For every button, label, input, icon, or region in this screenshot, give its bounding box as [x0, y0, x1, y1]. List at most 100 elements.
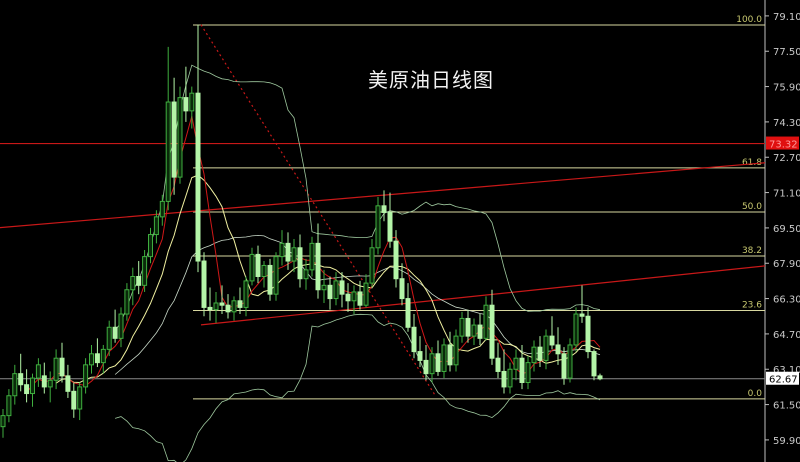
- candle-body: [321, 284, 327, 291]
- candle: [369, 238, 375, 288]
- candle-body: [165, 101, 171, 202]
- candle: [537, 336, 543, 368]
- bollinger-lower-band: [114, 313, 601, 462]
- resistance-price-box: [766, 136, 799, 150]
- y-tick-label: 61.50: [773, 401, 800, 412]
- ma10-line: [55, 174, 601, 384]
- candle: [327, 276, 333, 310]
- candle: [585, 307, 591, 359]
- candle: [237, 287, 243, 315]
- candle: [303, 258, 309, 290]
- candle-body: [513, 357, 519, 370]
- y-tick-label: 79.10: [773, 12, 800, 23]
- candle-body: [142, 256, 148, 286]
- candle: [411, 314, 417, 359]
- y-tick-label: 69.50: [773, 224, 800, 235]
- candle-body: [148, 234, 153, 258]
- candle-body: [0, 415, 6, 428]
- candle-body: [207, 306, 213, 311]
- candle-body: [136, 275, 142, 286]
- candle-body: [30, 377, 35, 395]
- candle-body: [519, 357, 525, 383]
- candle-body: [351, 291, 357, 302]
- candle-body: [267, 264, 273, 295]
- candle: [59, 342, 65, 383]
- candle-body: [83, 364, 89, 388]
- candle: [591, 349, 597, 381]
- candle: [106, 320, 112, 356]
- candle: [477, 314, 483, 345]
- candle: [89, 344, 94, 374]
- candle: [47, 371, 53, 403]
- candle: [189, 86, 195, 129]
- candle-body: [249, 253, 255, 282]
- candle-body: [195, 92, 201, 262]
- candle: [459, 311, 465, 343]
- candle: [573, 307, 579, 352]
- candle: [255, 245, 261, 284]
- candle: [483, 296, 489, 341]
- candle: [94, 338, 100, 368]
- candle: [130, 267, 136, 306]
- candle-body: [6, 395, 12, 417]
- candle: [71, 382, 77, 418]
- candle: [65, 364, 71, 398]
- candle-body: [591, 351, 597, 377]
- candle: [417, 336, 423, 368]
- candle: [285, 232, 291, 270]
- candle-body: [453, 335, 459, 366]
- candle-body: [561, 353, 567, 379]
- candle-body: [477, 324, 483, 339]
- y-tick-label: 59.90: [773, 436, 800, 447]
- candle-body: [573, 313, 579, 346]
- candle-body: [309, 242, 315, 271]
- candle-body: [327, 284, 333, 300]
- candle-body: [171, 101, 177, 178]
- candle-body: [429, 353, 435, 375]
- candle-body: [339, 280, 345, 295]
- candle-body: [153, 216, 159, 236]
- candle-body: [507, 368, 513, 388]
- candle-body: [225, 304, 231, 313]
- candle: [399, 263, 405, 306]
- candle: [363, 274, 369, 308]
- candle-body: [291, 247, 297, 262]
- fib-level-label: 50.0: [742, 202, 762, 212]
- candle: [249, 247, 255, 286]
- candle: [453, 329, 459, 372]
- y-tick-label: 64.70: [773, 330, 800, 341]
- candle: [375, 196, 381, 255]
- candle: [489, 289, 495, 365]
- candle-body: [537, 346, 543, 361]
- candle-body: [89, 353, 94, 366]
- resistance-price-label: 73.32: [769, 140, 798, 151]
- candle-body: [447, 344, 453, 366]
- candle: [12, 364, 18, 405]
- candle: [83, 358, 89, 394]
- candle-body: [189, 92, 195, 112]
- candle: [136, 261, 142, 295]
- candle: [231, 296, 237, 321]
- candle-body: [357, 291, 363, 306]
- candle-body: [399, 278, 405, 300]
- y-tick-label: 75.90: [773, 83, 800, 94]
- candle: [447, 331, 453, 372]
- candle: [525, 355, 531, 390]
- candle: [207, 287, 213, 321]
- candle: [165, 46, 171, 211]
- candle-body: [423, 359, 429, 375]
- candle-body: [261, 264, 267, 277]
- candle-body: [501, 370, 507, 388]
- candle-body: [483, 304, 489, 339]
- candle: [297, 234, 303, 288]
- candle: [555, 327, 561, 365]
- candle-body: [118, 313, 124, 339]
- y-tick-label: 71.10: [773, 189, 800, 200]
- candle-body: [297, 247, 303, 280]
- candle-body: [231, 300, 237, 313]
- candle: [112, 309, 118, 343]
- dotted-trendline: [200, 24, 436, 396]
- fib-level-label: 23.6: [742, 301, 762, 311]
- candle: [561, 347, 567, 385]
